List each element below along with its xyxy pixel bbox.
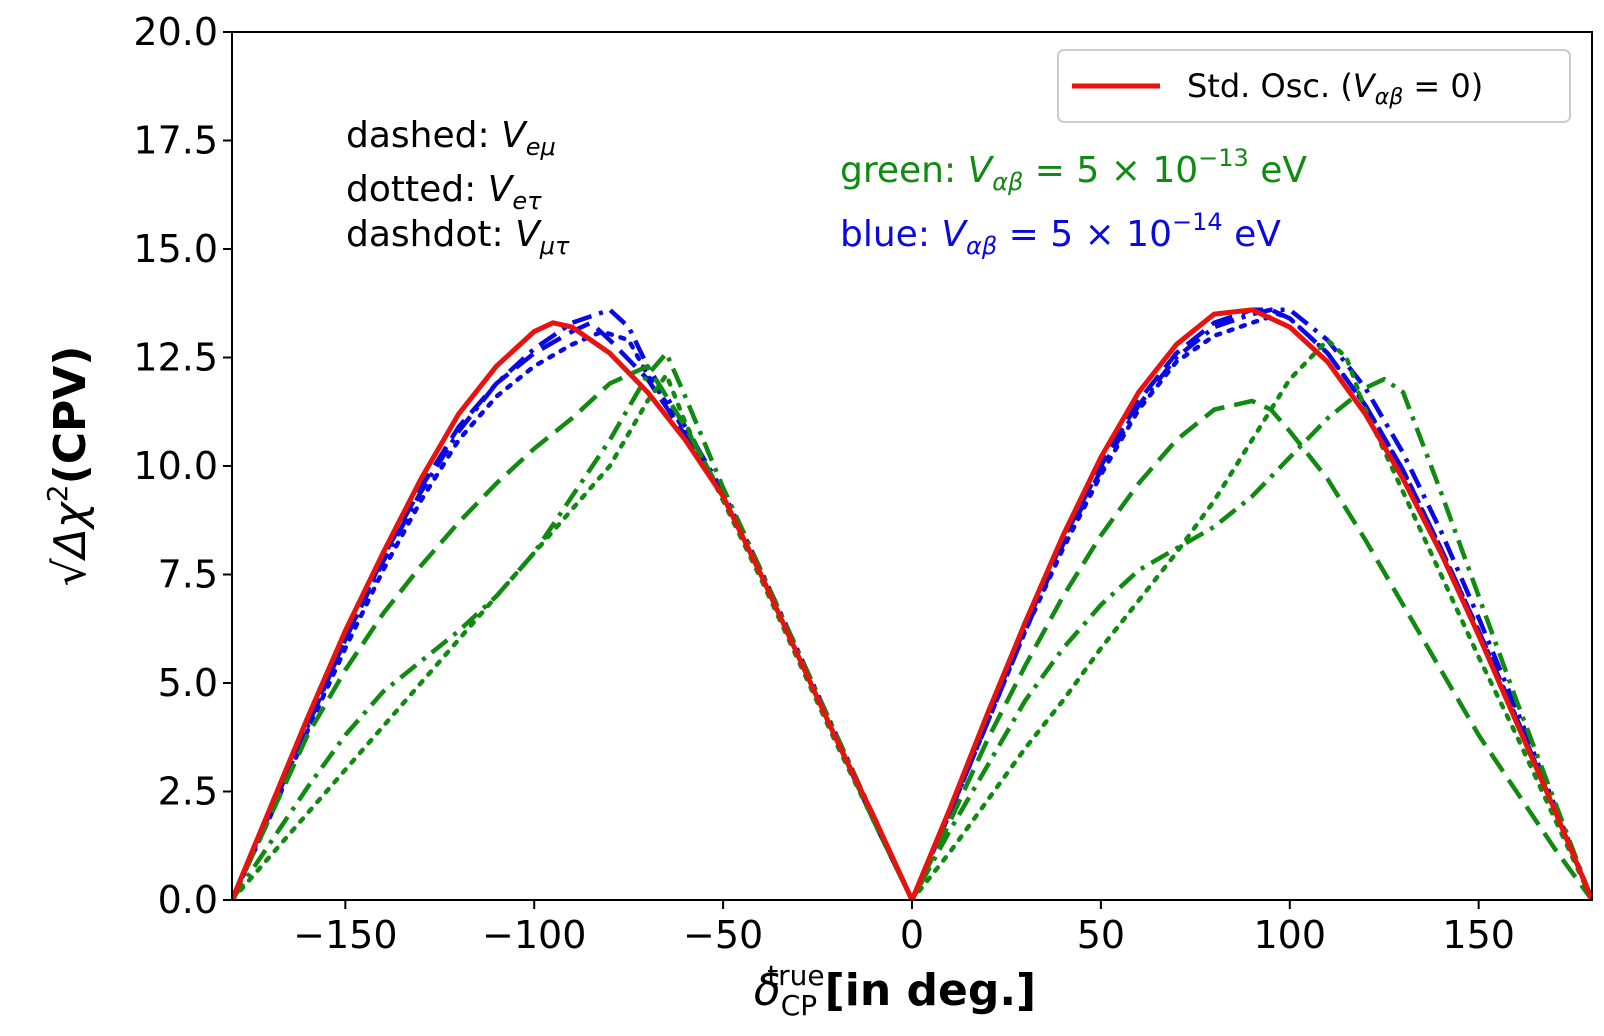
x-tick-label: 50 — [1077, 913, 1125, 957]
series-line-1 — [232, 307, 1592, 900]
y-tick-label: 20.0 — [133, 10, 218, 54]
y-tick-label: 0.0 — [158, 878, 218, 922]
x-tick-label: −100 — [482, 913, 586, 957]
series-line-5 — [232, 337, 1592, 900]
svg-text:green: Vαβ = 5 × 10−13 eV: green: Vαβ = 5 × 10−13 eV — [840, 144, 1307, 196]
svg-text:dashdot: Vμτ: dashdot: Vμτ — [346, 214, 570, 260]
x-axis-label: δCPtrue[in deg.] — [754, 959, 1036, 1022]
y-tick-label: 17.5 — [133, 119, 218, 163]
legend-box — [1057, 49, 1571, 123]
y-tick-label: 2.5 — [158, 770, 218, 814]
color-annotation: green: Vαβ = 5 × 10−13 eV blue: Vαβ = 5 … — [840, 144, 1307, 260]
series-line-6 — [232, 350, 1592, 900]
line-style-annotation: dashed: Veμ dotted: Veτ dashdot: Vμτ — [346, 115, 570, 260]
x-tick-label: 150 — [1442, 913, 1515, 957]
series-line-2 — [232, 311, 1592, 900]
x-tick-label: −50 — [683, 913, 763, 957]
y-tick-label: 12.5 — [133, 336, 218, 380]
y-tick-label: 7.5 — [158, 553, 218, 597]
x-tick-label: −150 — [293, 913, 397, 957]
x-tick-label: 100 — [1254, 913, 1327, 957]
y-tick-label: 5.0 — [158, 661, 218, 705]
y-tick-label: 15.0 — [133, 227, 218, 271]
series-line-0 — [232, 307, 1592, 900]
series-line-3 — [232, 307, 1592, 900]
svg-text:blue: Vαβ = 5 × 10−14 eV: blue: Vαβ = 5 × 10−14 eV — [840, 208, 1281, 260]
y-axis-label: √Δχ2(CPV) — [41, 346, 96, 587]
x-axis-ticks: −150 −100 −50 0 50 100 150 — [293, 900, 1515, 957]
svg-text:√Δχ2(CPV): √Δχ2(CPV) — [41, 346, 96, 587]
legend: Std. Osc. (Vαβ = 0) — [1057, 49, 1571, 123]
y-axis-ticks: 0.0 2.5 5.0 7.5 10.0 12.5 15.0 17.5 20.0 — [133, 10, 232, 922]
svg-text:dotted: Veτ: dotted: Veτ — [346, 169, 542, 215]
y-tick-label: 10.0 — [133, 444, 218, 488]
svg-text:dashed: Veμ: dashed: Veμ — [346, 115, 556, 161]
series-layer — [232, 307, 1592, 900]
x-tick-label: 0 — [900, 913, 924, 957]
legend-label-std-osc: Std. Osc. (Vαβ = 0) — [1187, 67, 1483, 110]
